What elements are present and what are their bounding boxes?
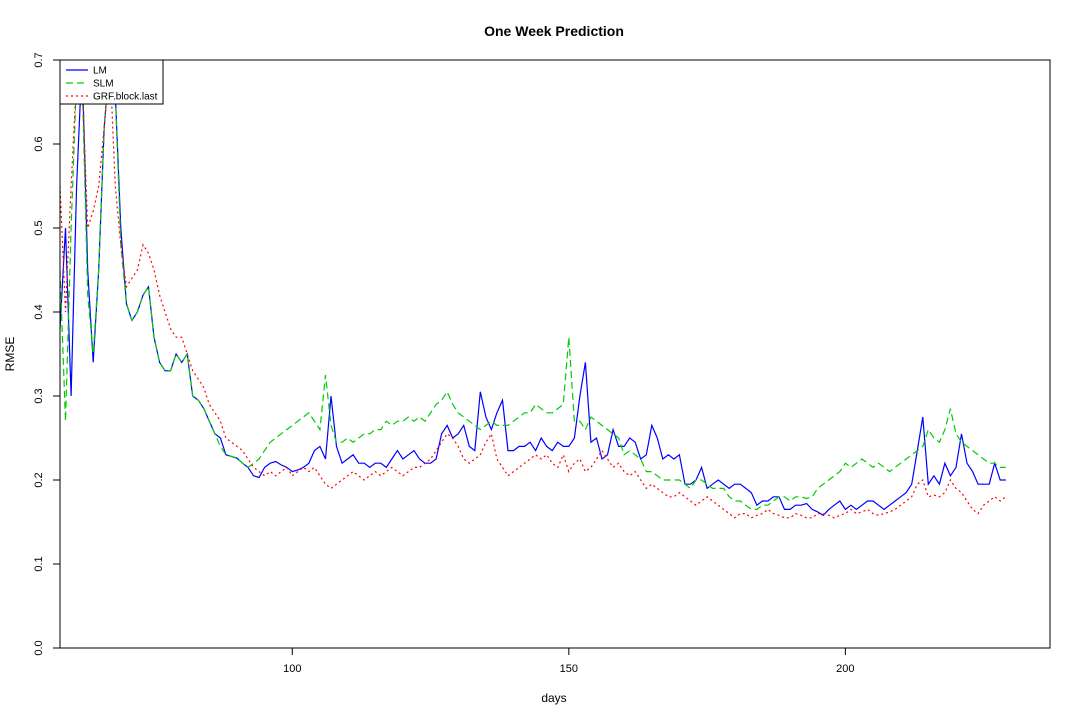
x-axis: 100 150 200: [283, 648, 855, 675]
legend-label: LM: [93, 66, 107, 77]
x-axis-label: days: [541, 691, 566, 705]
y-tick-label: 0.2: [33, 472, 45, 487]
y-tick-label: 0.1: [33, 556, 45, 571]
y-tick-label: 0.5: [33, 220, 45, 235]
legend-label: SLM: [93, 79, 114, 90]
x-tick-label: 100: [283, 663, 301, 675]
series-line-lm: [60, 60, 1006, 517]
series-line-grf-block-last: [60, 60, 1007, 519]
y-tick-label: 0.7: [33, 52, 45, 67]
y-tick-label: 0.4: [33, 304, 45, 319]
x-tick-label: 150: [560, 663, 578, 675]
y-tick-label: 0.6: [33, 136, 45, 151]
series-line-slm: [60, 60, 1006, 510]
legend-box: [59, 59, 164, 105]
chart-title: One Week Prediction: [484, 23, 624, 39]
series-layer: [60, 60, 1007, 519]
x-tick-label: 200: [836, 663, 854, 675]
legend-label: GRF.block.last: [93, 92, 158, 103]
legend: LM SLM GRF.block.last: [59, 59, 164, 105]
y-tick-label: 0.0: [33, 640, 45, 655]
y-axis: 0.0 0.1 0.2 0.3 0.4 0.5 0.6 0.7: [33, 52, 60, 656]
y-tick-label: 0.3: [33, 388, 45, 403]
plot-frame: [59, 59, 1051, 649]
y-axis-label: RMSE: [3, 337, 17, 372]
